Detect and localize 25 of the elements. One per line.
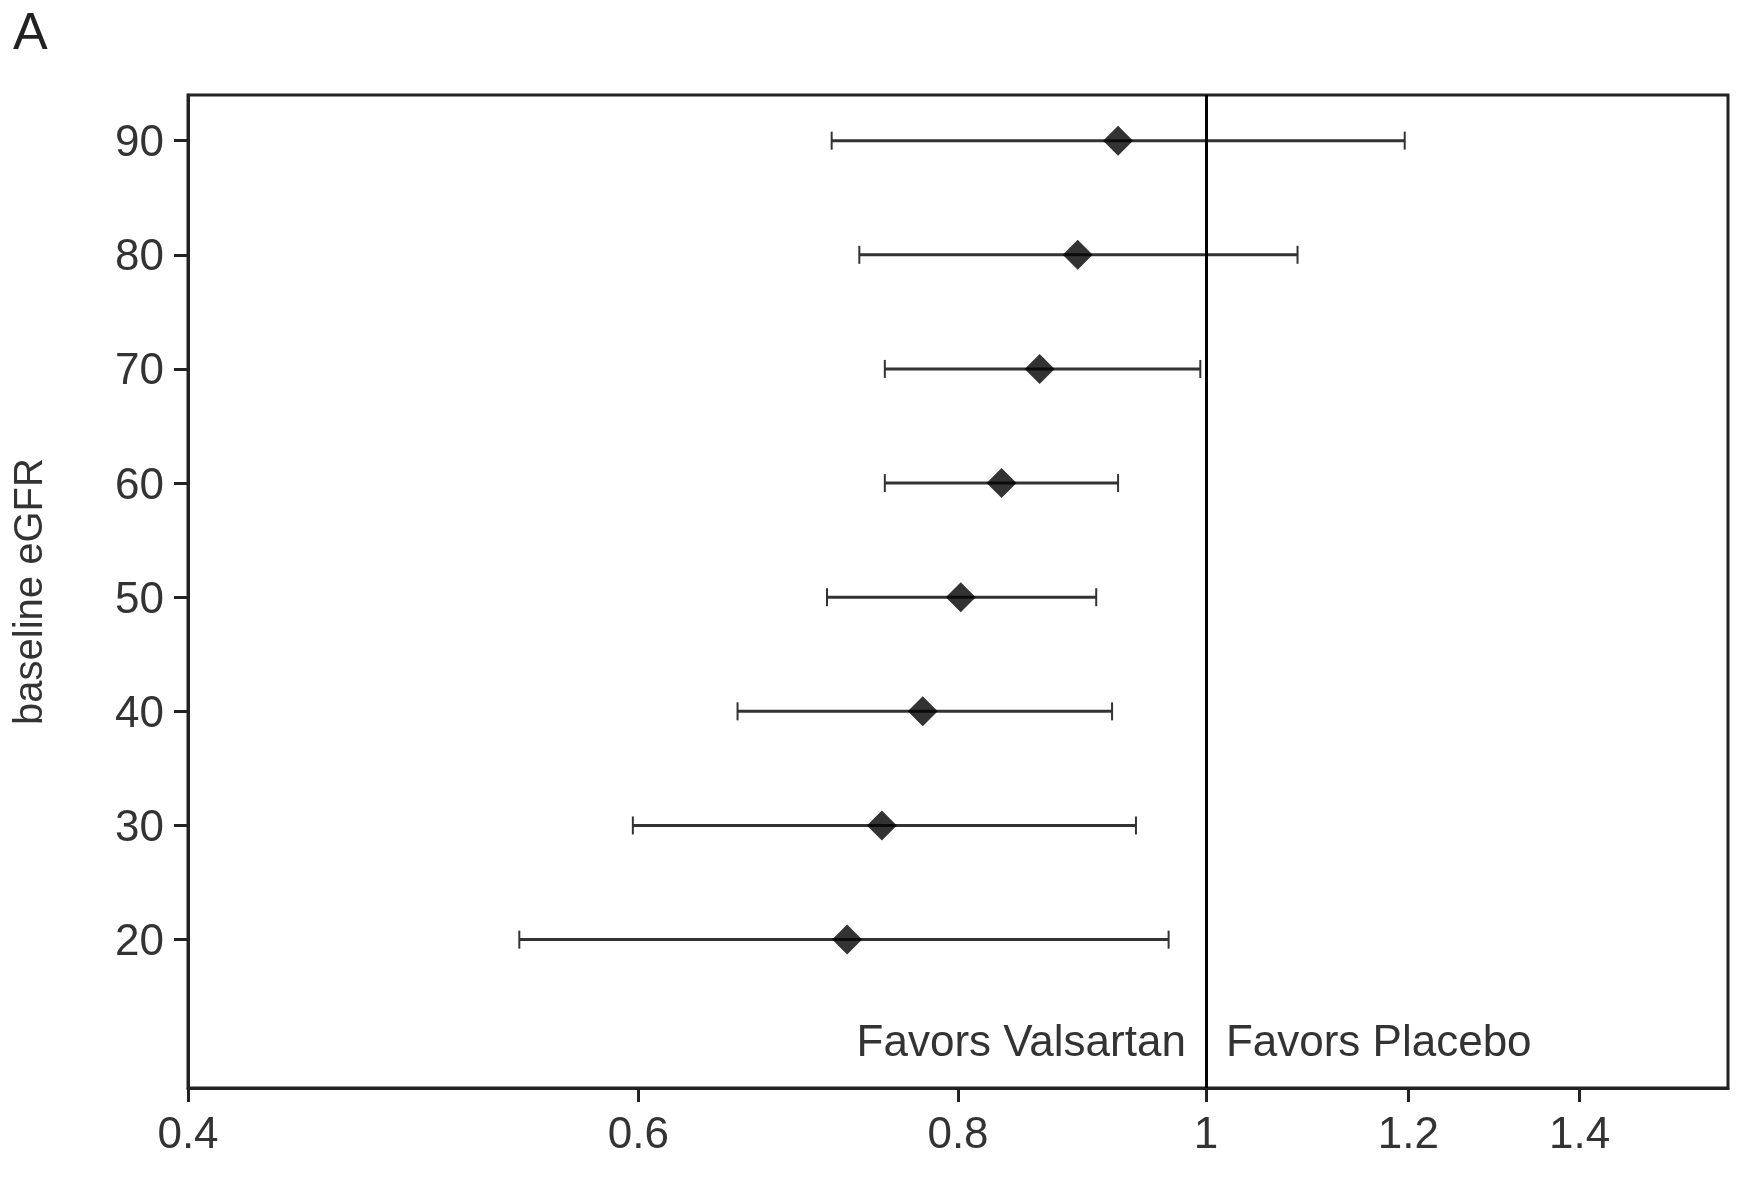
x-tick-label: 0.8 [927, 1107, 989, 1157]
x-tick-label: 0.6 [607, 1107, 670, 1157]
y-tick-label: 60 [115, 458, 164, 508]
y-tick-label: 40 [115, 686, 164, 736]
point [866, 810, 897, 841]
y-tick-label: 20 [115, 915, 164, 965]
y-tick-label: 80 [115, 230, 164, 280]
y-tick-label: 70 [115, 344, 164, 394]
point [986, 468, 1017, 499]
point [1062, 239, 1093, 270]
chart-title: A [13, 2, 48, 60]
point [945, 582, 976, 613]
y-tick-label: 50 [115, 572, 164, 622]
point [1103, 125, 1134, 156]
x-tick-label: 1.4 [1549, 1107, 1611, 1157]
annotation: Favors Placebo [1225, 1015, 1532, 1065]
x-tick-label: 1 [1193, 1107, 1219, 1157]
point [907, 696, 938, 727]
annotation: Favors Valsartan [856, 1015, 1186, 1065]
y-tick-label: 90 [115, 116, 164, 166]
point [1024, 353, 1055, 384]
y-axis-title: baseline eGFR [6, 458, 50, 725]
x-tick-label: 1.2 [1377, 1107, 1440, 1157]
y-tick-label: 30 [115, 800, 164, 850]
x-tick-label: 0.4 [157, 1107, 219, 1157]
